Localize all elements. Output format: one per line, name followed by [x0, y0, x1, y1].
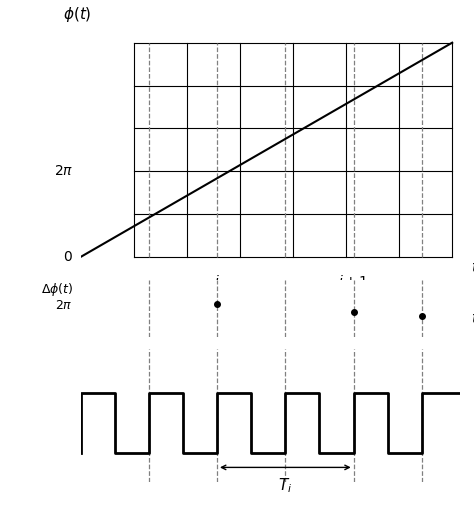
Text: $i$: $i$	[214, 273, 220, 289]
Text: $t$: $t$	[471, 310, 474, 326]
Text: $2\pi$: $2\pi$	[54, 164, 73, 178]
Text: $2\pi$: $2\pi$	[55, 299, 73, 311]
Text: $\Delta\phi(t)$: $\Delta\phi(t)$	[41, 281, 73, 299]
Text: $0$: $0$	[63, 250, 73, 264]
Text: $i+1$: $i+1$	[338, 273, 369, 289]
Text: $t$: $t$	[471, 260, 474, 275]
Text: $\phi(t)$: $\phi(t)$	[63, 5, 91, 24]
Text: $T_i$: $T_i$	[278, 476, 292, 495]
